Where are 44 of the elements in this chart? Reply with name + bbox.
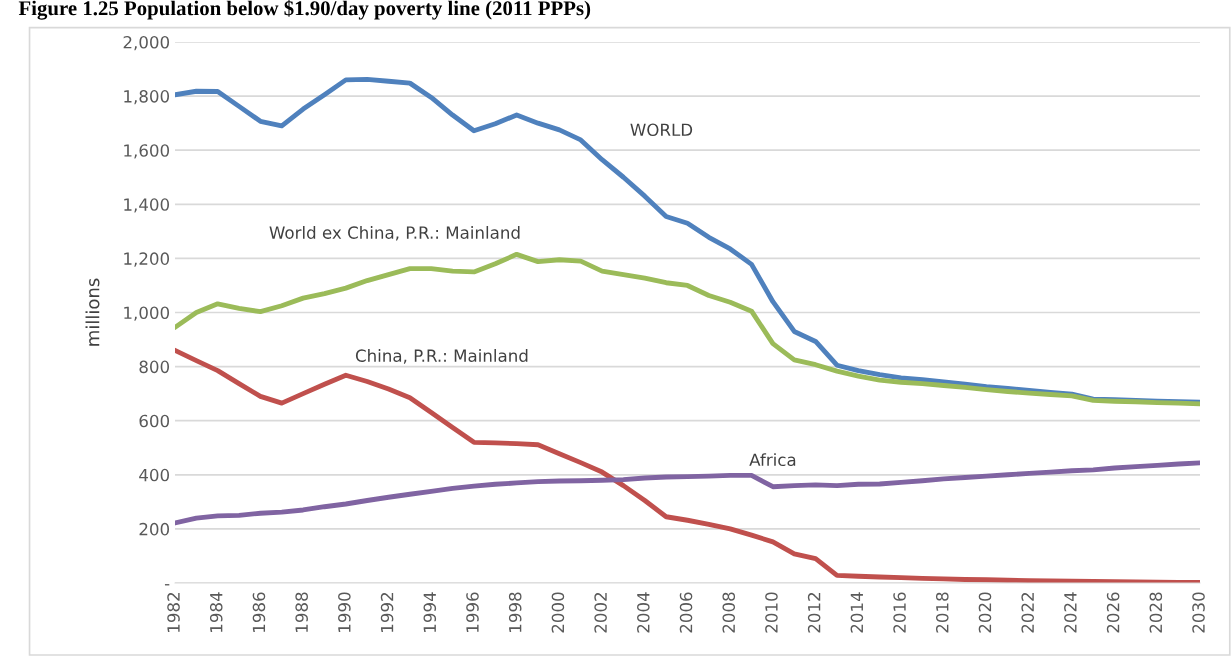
y-tick-label: 1,200 — [124, 252, 170, 267]
x-tick-label: 2002 — [594, 593, 607, 633]
x-tick-label: 2006 — [679, 592, 693, 633]
x-tick-label: 1996 — [466, 592, 479, 632]
x-tick-label: 2028 — [1149, 592, 1163, 633]
x-tick-label: 2026 — [1106, 592, 1120, 633]
x-tick-label: 1984 — [209, 592, 223, 632]
x-tick-label: 2012 — [807, 593, 821, 633]
series-label: China, P.R.: Mainland — [355, 349, 528, 364]
y-tick-label: - — [164, 584, 170, 586]
y-tick-label: 1,600 — [124, 144, 170, 159]
y-tick-label: 200 — [139, 522, 170, 536]
x-tick-label: 2030 — [1192, 592, 1205, 633]
x-tick-label: 2008 — [722, 592, 736, 633]
y-axis-title: millions — [85, 278, 100, 346]
x-tick-label: 1988 — [295, 592, 308, 632]
x-tick-label: 1998 — [508, 592, 522, 632]
y-tick-label: 600 — [139, 414, 170, 428]
chart-title: Figure 1.25 Population below $1.90/day poverty line (2011 PPPs) — [18, 0, 591, 20]
y-tick-label: 2,000 — [123, 35, 170, 51]
x-tick-label: 2018 — [935, 592, 949, 633]
x-tick-label: 1986 — [252, 592, 266, 632]
x-tick-label: 1982 — [167, 593, 180, 632]
y-tick-label: 1,000 — [124, 306, 170, 321]
y-tick-label: 1,400 — [124, 198, 170, 213]
x-tick-label: 1994 — [423, 592, 437, 632]
x-tick-label: 2000 — [551, 592, 565, 633]
x-tick-label: 2016 — [893, 592, 906, 633]
x-tick-label: 2014 — [850, 592, 864, 633]
x-tick-label: 1992 — [380, 593, 394, 632]
x-tick-label: 2004 — [637, 592, 650, 633]
line-series — [175, 347, 1200, 583]
y-tick-label: 1,800 — [124, 90, 170, 105]
x-tick-label: 2020 — [978, 592, 992, 633]
y-tick-label: 400 — [139, 468, 170, 482]
x-tick-label: 1990 — [338, 592, 351, 632]
x-tick-label: 2010 — [765, 592, 778, 633]
series-label: World ex China, P.R.: Mainland — [269, 225, 520, 241]
series-label: Africa — [749, 453, 796, 467]
text: WORLD — [630, 123, 693, 137]
x-tick-label: 2022 — [1021, 593, 1034, 633]
x-tick-label: 2024 — [1064, 592, 1077, 633]
y-tick-label: 800 — [139, 360, 170, 374]
line-series — [175, 251, 1200, 407]
